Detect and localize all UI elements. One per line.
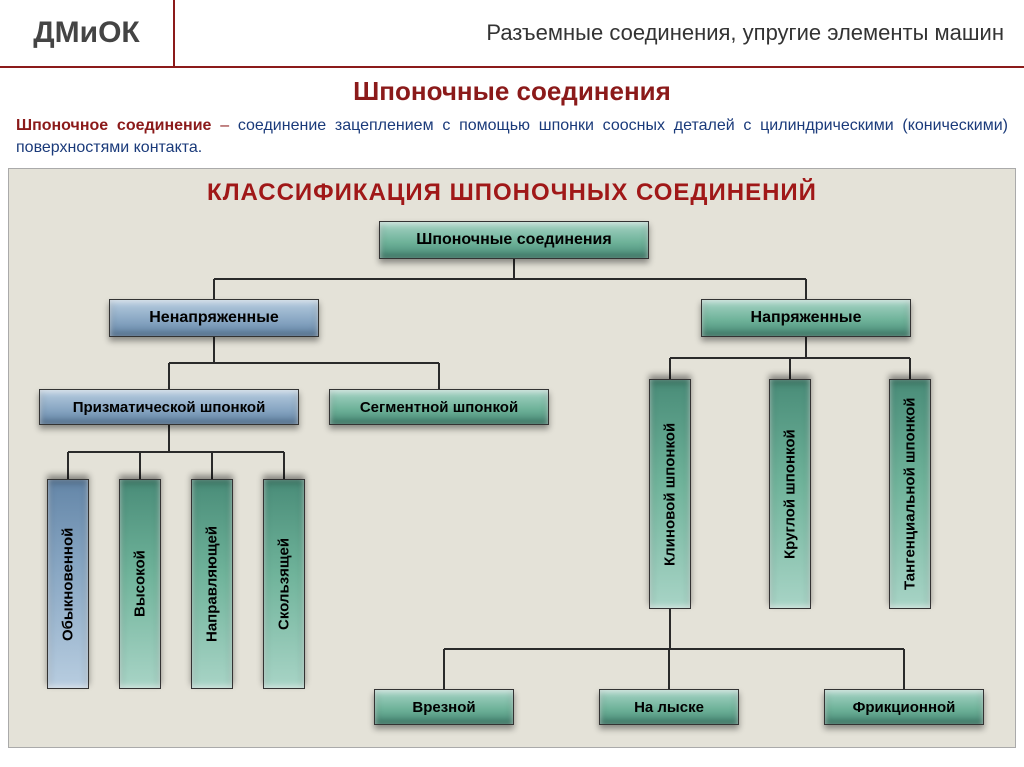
page-subtitle: Шпоночные соединения xyxy=(353,76,671,106)
page-header: ДМиОК Разъемные соединения, упругие элем… xyxy=(0,0,1024,68)
intro-dash: – xyxy=(211,117,237,134)
node-kr: Круглой шпонкой xyxy=(769,379,811,609)
node-sk: Скользящей xyxy=(263,479,305,689)
subtitle-row: Шпоночные соединения xyxy=(0,68,1024,111)
node-vy: Высокой xyxy=(119,479,161,689)
header-title: Разъемные соединения, упругие элементы м… xyxy=(175,0,1024,66)
node-un: Ненапряженные xyxy=(109,299,319,337)
logo-box: ДМиОК xyxy=(0,0,175,66)
node-nap: Направляющей xyxy=(191,479,233,689)
node-seg: Сегментной шпонкой xyxy=(329,389,549,425)
diagram-title: КЛАССИФИКАЦИЯ ШПОНОЧНЫХ СОЕДИНЕНИЙ xyxy=(9,179,1015,207)
node-ob: Обыкновенной xyxy=(47,479,89,689)
node-ly: На лыске xyxy=(599,689,739,725)
node-fr: Фрикционной xyxy=(824,689,984,725)
intro-term: Шпоночное соединение xyxy=(16,117,211,134)
classification-diagram: КЛАССИФИКАЦИЯ ШПОНОЧНЫХ СОЕДИНЕНИЙ Шпоно… xyxy=(8,168,1016,748)
node-root: Шпоночные соединения xyxy=(379,221,649,259)
intro-paragraph: Шпоночное соединение – соединение зацепл… xyxy=(0,111,1024,168)
node-na: Напряженные xyxy=(701,299,911,337)
node-kl: Клиновой шпонкой xyxy=(649,379,691,609)
node-priz: Призматической шпонкой xyxy=(39,389,299,425)
logo-text: ДМиОК xyxy=(33,16,139,50)
node-tan: Тангенциальной шпонкой xyxy=(889,379,931,609)
node-vr: Врезной xyxy=(374,689,514,725)
